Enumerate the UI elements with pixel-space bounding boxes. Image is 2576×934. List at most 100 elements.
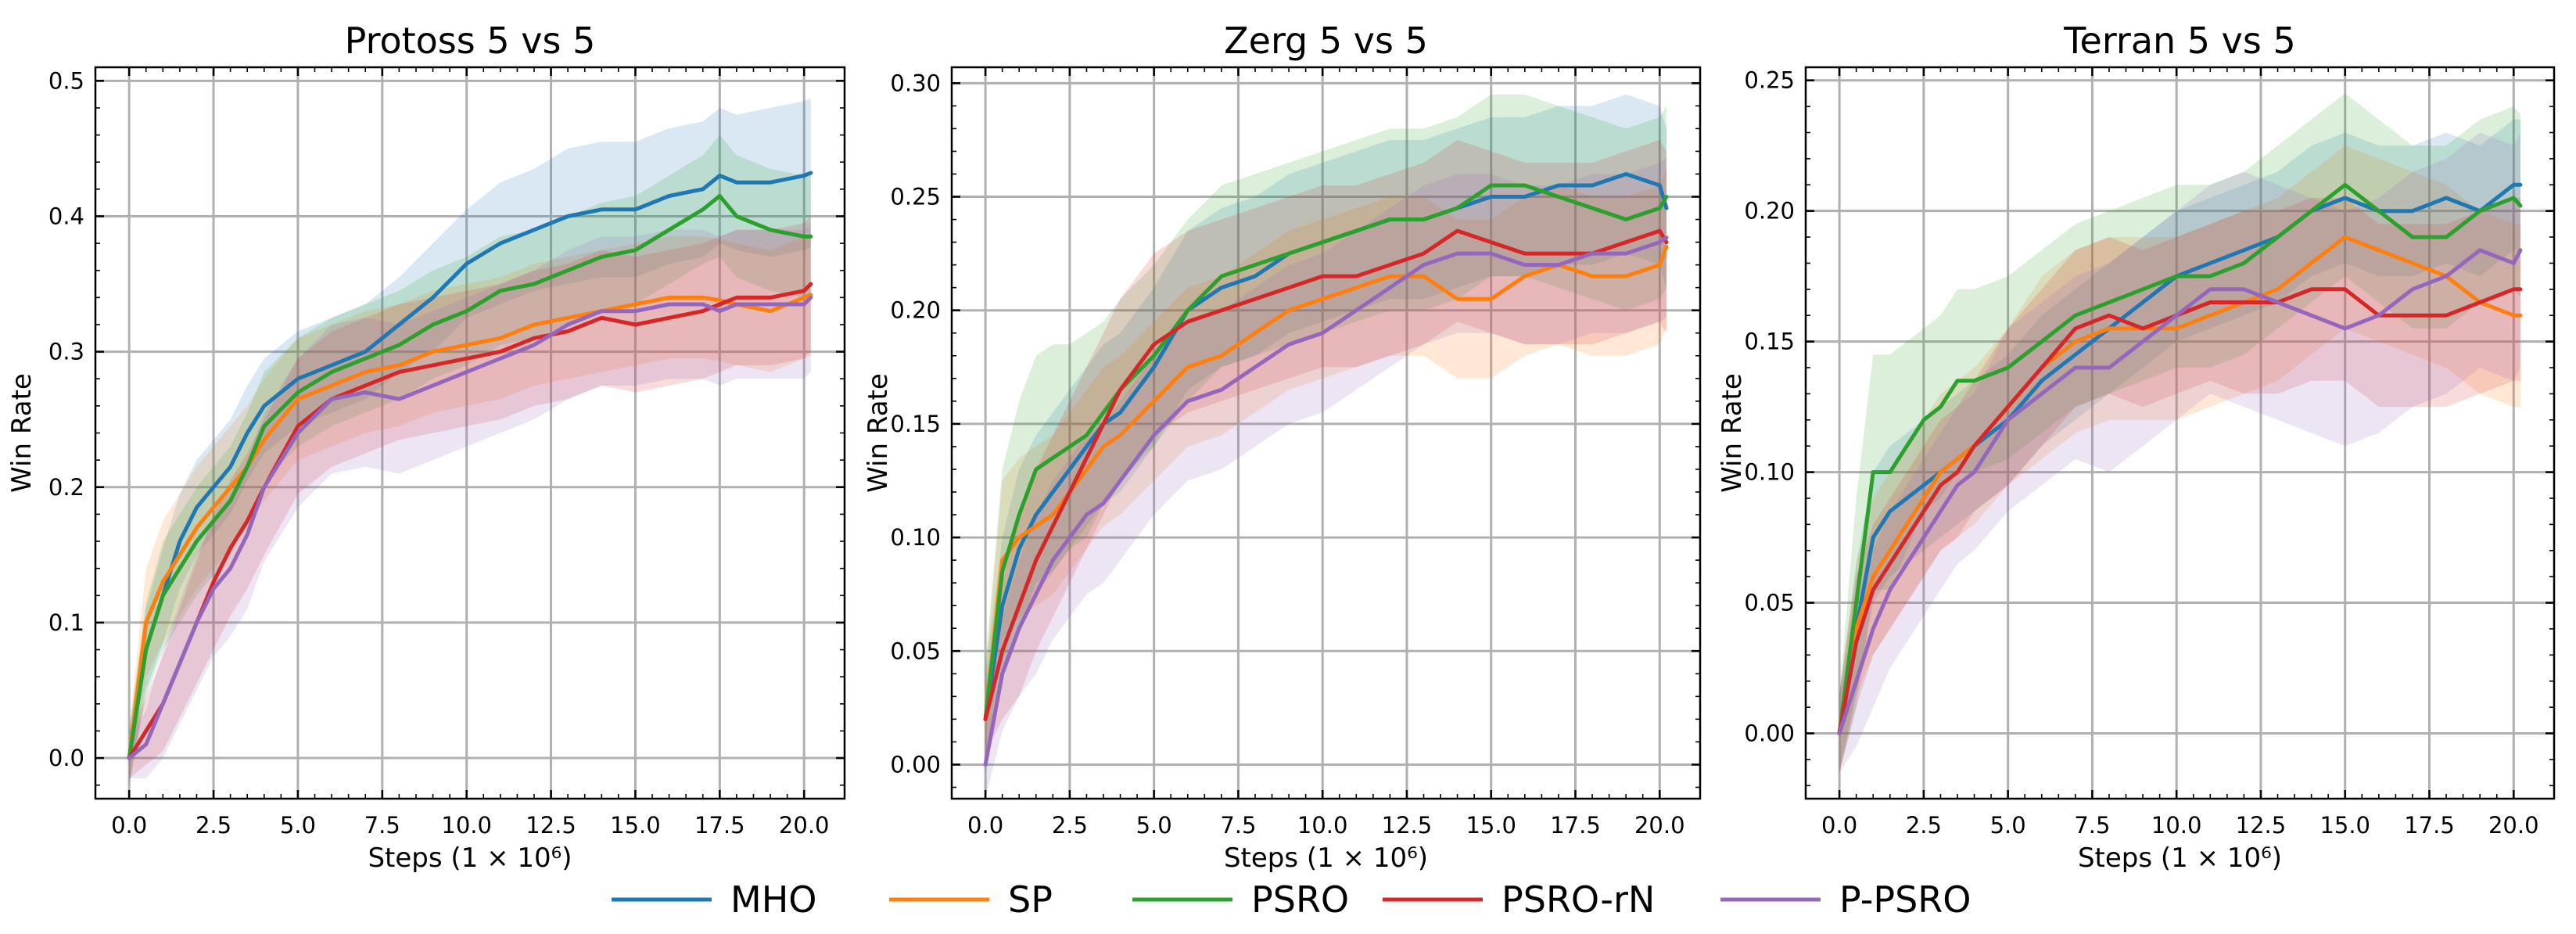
x-tick-label: 5.0	[1990, 812, 2026, 839]
legend-label-psro-rn: PSRO-rN	[1501, 878, 1655, 921]
series-lines	[983, 172, 1669, 767]
panel-protoss: Protoss 5 vs 5 Steps (1 × 10⁶) Win Rate …	[6, 20, 846, 874]
panel-terran: Terran 5 vs 5 Steps (1 × 10⁶) Win Rate 0…	[1717, 20, 2556, 874]
y-tick-label: 0.15	[1744, 329, 1795, 355]
legend: MHO SP PSRO PSRO-rN P-PSRO	[612, 878, 1971, 921]
x-tick-label: 0.0	[111, 812, 147, 839]
y-tick-label: 0.30	[890, 70, 941, 96]
panel-zerg: Zerg 5 vs 5 Steps (1 × 10⁶) Win Rate 0.0…	[863, 20, 1702, 874]
band-sp	[985, 167, 1667, 765]
y-tick-label: 0.20	[890, 297, 941, 324]
x-axis-label: Steps (1 × 10⁶)	[1224, 842, 1428, 874]
x-tick-label: 15.0	[610, 812, 661, 839]
y-tick-label: 0.0	[48, 745, 84, 771]
legend-label-sp: SP	[1008, 878, 1053, 921]
plot-frame	[950, 66, 1702, 800]
x-tick-label: 10.0	[2151, 812, 2202, 839]
line-psro	[983, 183, 1669, 721]
y-tick-label: 0.15	[890, 411, 941, 437]
y-tick-label: 0.00	[1744, 720, 1795, 747]
line-p-psro	[1837, 248, 2523, 735]
line-sp	[1837, 235, 2523, 735]
y-tick-label: 0.00	[890, 751, 941, 778]
x-tick-label: 0.0	[1821, 812, 1857, 839]
line-p-psro	[983, 235, 1669, 767]
y-tick-label: 0.4	[48, 203, 84, 229]
band-psro	[129, 135, 811, 785]
line-psro	[1837, 182, 2523, 735]
x-tick-label: 12.5	[1382, 812, 1433, 839]
band-p-psro	[129, 223, 811, 779]
x-tick-label: 7.5	[364, 812, 400, 839]
y-axis-label: Win Rate	[1717, 373, 1748, 493]
y-tick-label: 0.10	[1744, 459, 1795, 486]
line-psro-rn	[1837, 287, 2523, 735]
y-tick-label: 0.05	[890, 638, 941, 664]
x-tick-label: 20.0	[779, 812, 830, 839]
x-tick-label: 7.5	[1220, 812, 1256, 839]
x-tick-label: 17.5	[2404, 812, 2455, 839]
x-tick-label: 17.5	[694, 812, 745, 839]
x-tick-label: 10.0	[441, 812, 492, 839]
y-tick-label: 0.20	[1744, 198, 1795, 225]
band-psro	[985, 94, 1667, 777]
band-mho	[129, 98, 811, 785]
line-psro-rn	[983, 228, 1669, 721]
line-mho	[127, 171, 813, 760]
x-tick-label: 20.0	[1634, 812, 1685, 839]
plot-frame	[1804, 66, 2556, 800]
band-psro	[1839, 93, 2520, 773]
y-tick-label: 0.3	[48, 339, 84, 365]
x-tick-label: 17.5	[1550, 812, 1601, 839]
x-tick-label: 10.0	[1297, 812, 1348, 839]
y-tick-label: 0.1	[48, 609, 84, 636]
line-p-psro	[127, 295, 813, 760]
confidence-bands	[1839, 93, 2520, 773]
band-sp	[1839, 145, 2520, 773]
band-p-psro	[1839, 132, 2520, 773]
legend-label-p-psro: P-PSRO	[1839, 878, 1971, 921]
y-tick-label: 0.25	[1744, 67, 1795, 94]
band-mho	[985, 94, 1667, 765]
legend-label-psro: PSRO	[1251, 878, 1349, 921]
y-axis-label: Win Rate	[6, 373, 38, 493]
band-p-psro	[985, 158, 1667, 799]
grid	[95, 67, 845, 799]
x-tick-label: 7.5	[2074, 812, 2110, 839]
x-axis-label: Steps (1 × 10⁶)	[368, 842, 572, 874]
axes: 0.0 2.5 5.0 7.5 10.0 12.5 15.0 17.5 20.0 0.0 0.1 0.…	[48, 66, 846, 839]
x-tick-label: 2.5	[1906, 812, 1942, 839]
legend-label-mho: MHO	[730, 878, 817, 921]
chart-title: Zerg 5 vs 5	[1224, 20, 1428, 62]
x-tick-label: 5.0	[1136, 812, 1172, 839]
band-psro-rn	[129, 216, 811, 778]
y-tick-label: 0.05	[1744, 590, 1795, 616]
line-sp	[127, 293, 813, 760]
chart-title: Protoss 5 vs 5	[345, 20, 596, 62]
band-psro-rn	[1839, 198, 2520, 773]
y-tick-label: 0.5	[48, 67, 84, 94]
x-axis-label: Steps (1 × 10⁶)	[2078, 842, 2282, 874]
grid	[1806, 67, 2554, 799]
y-tick-label: 0.25	[890, 184, 941, 210]
chart-title: Terran 5 vs 5	[2063, 20, 2296, 62]
y-tick-label: 0.10	[890, 524, 941, 551]
line-mho	[983, 172, 1669, 721]
axes: 0.0 2.5 5.0 7.5 10.0 12.5 15.0 17.5 20.0 0.00 0.05…	[1744, 66, 2556, 839]
x-tick-label: 20.0	[2488, 812, 2539, 839]
x-tick-label: 5.0	[280, 812, 316, 839]
line-mho	[1837, 182, 2523, 735]
series-lines	[127, 171, 813, 760]
x-tick-label: 0.0	[967, 812, 1003, 839]
band-sp	[129, 234, 811, 785]
x-tick-label: 2.5	[1052, 812, 1088, 839]
y-tick-label: 0.2	[48, 474, 84, 501]
x-tick-label: 12.5	[2236, 812, 2287, 839]
x-tick-label: 15.0	[2319, 812, 2370, 839]
x-tick-label: 15.0	[1466, 812, 1516, 839]
x-tick-label: 12.5	[526, 812, 576, 839]
confidence-bands	[129, 98, 811, 785]
series-lines	[1837, 182, 2523, 735]
axes: 0.0 2.5 5.0 7.5 10.0 12.5 15.0 17.5 20.0 0.00 0.05…	[890, 66, 1702, 839]
